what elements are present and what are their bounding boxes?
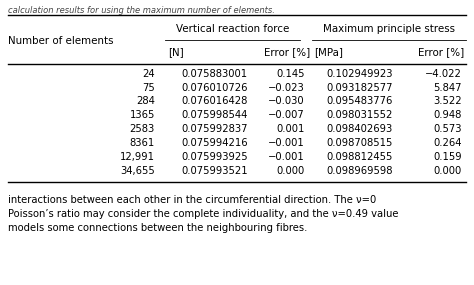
Text: 0.075993521: 0.075993521 [182, 166, 248, 176]
Text: 0.076016428: 0.076016428 [182, 97, 248, 107]
Text: 0.264: 0.264 [434, 138, 462, 148]
Text: calculation results for using the maximum number of elements.: calculation results for using the maximu… [8, 6, 275, 15]
Text: 0.098969598: 0.098969598 [327, 166, 393, 176]
Text: 1365: 1365 [129, 110, 155, 120]
Text: 0.102949923: 0.102949923 [327, 69, 393, 79]
Text: Maximum principle stress: Maximum principle stress [323, 24, 455, 34]
Text: −0.007: −0.007 [268, 110, 305, 120]
Text: 0.075992837: 0.075992837 [182, 124, 248, 134]
Text: 75: 75 [142, 83, 155, 93]
Text: 0.098708515: 0.098708515 [327, 138, 393, 148]
Text: 0.000: 0.000 [277, 166, 305, 176]
Text: 34,655: 34,655 [120, 166, 155, 176]
Text: 0.001: 0.001 [277, 124, 305, 134]
Text: 0.145: 0.145 [276, 69, 305, 79]
Text: 284: 284 [136, 97, 155, 107]
Text: 0.075994216: 0.075994216 [182, 138, 248, 148]
Text: 0.076010726: 0.076010726 [182, 83, 248, 93]
Text: 24: 24 [142, 69, 155, 79]
Text: 0.093182577: 0.093182577 [327, 83, 393, 93]
Text: 0.948: 0.948 [434, 110, 462, 120]
Text: 0.075883001: 0.075883001 [182, 69, 248, 79]
Text: 0.000: 0.000 [434, 166, 462, 176]
Text: 3.522: 3.522 [433, 97, 462, 107]
Text: Poisson’s ratio may consider the complete individuality, and the ν=0.49 value: Poisson’s ratio may consider the complet… [8, 209, 399, 219]
Text: 5.847: 5.847 [434, 83, 462, 93]
Text: −0.023: −0.023 [268, 83, 305, 93]
Text: −0.001: −0.001 [268, 152, 305, 162]
Text: Error [%]: Error [%] [264, 47, 310, 57]
Text: 0.573: 0.573 [434, 124, 462, 134]
Text: [N]: [N] [168, 47, 184, 57]
Text: 0.075998544: 0.075998544 [182, 110, 248, 120]
Text: −4.022: −4.022 [425, 69, 462, 79]
Text: 0.098812455: 0.098812455 [327, 152, 393, 162]
Text: −0.001: −0.001 [268, 138, 305, 148]
Text: 0.098031552: 0.098031552 [327, 110, 393, 120]
Text: 12,991: 12,991 [120, 152, 155, 162]
Text: interactions between each other in the circumferential direction. The ν=0: interactions between each other in the c… [8, 195, 376, 205]
Text: Error [%]: Error [%] [418, 47, 464, 57]
Text: 0.075993925: 0.075993925 [182, 152, 248, 162]
Text: 0.098402693: 0.098402693 [327, 124, 393, 134]
Text: 8361: 8361 [130, 138, 155, 148]
Text: 2583: 2583 [130, 124, 155, 134]
Text: 0.095483776: 0.095483776 [327, 97, 393, 107]
Text: [MPa]: [MPa] [314, 47, 343, 57]
Text: Number of elements: Number of elements [8, 36, 113, 46]
Text: Vertical reaction force: Vertical reaction force [176, 24, 289, 34]
Text: −0.030: −0.030 [268, 97, 305, 107]
Text: models some connections between the neighbouring fibres.: models some connections between the neig… [8, 223, 307, 233]
Text: 0.159: 0.159 [433, 152, 462, 162]
